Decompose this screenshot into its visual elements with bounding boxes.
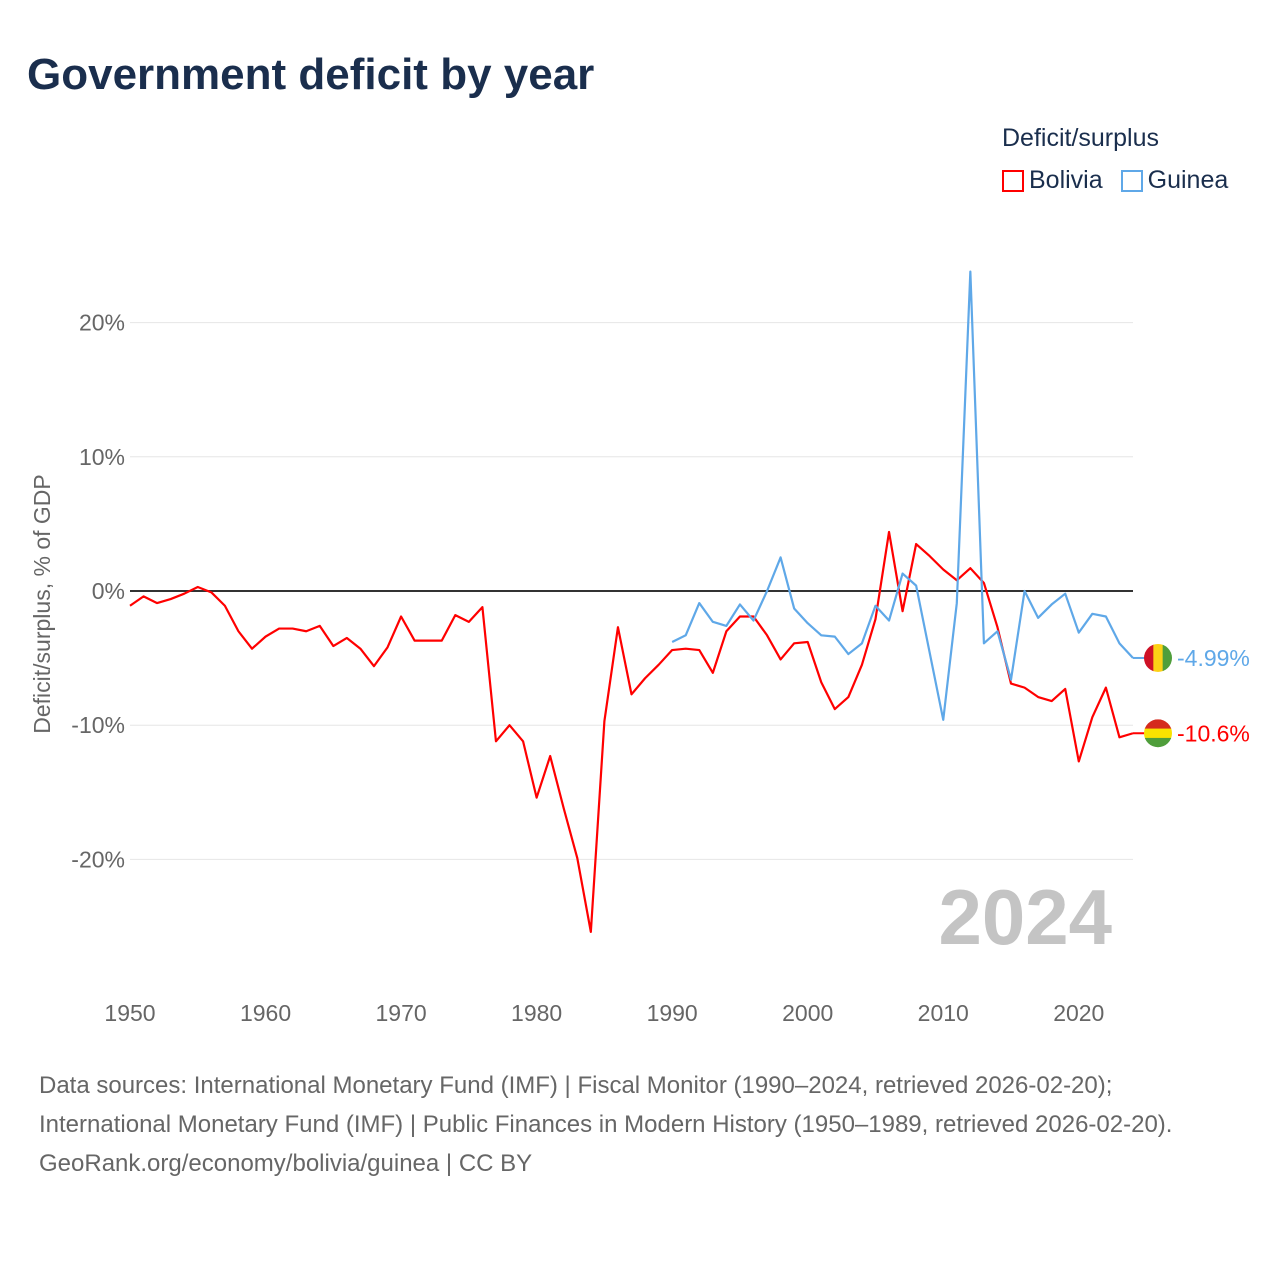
x-tick-label: 1950: [104, 1000, 155, 1026]
credit-link[interactable]: GeoRank.org/economy/bolivia/guinea | CC …: [39, 1150, 533, 1177]
x-tick-label: 1980: [511, 1000, 562, 1026]
series-line-bolivia: [129, 530, 1134, 933]
x-tick-label: 1990: [647, 1000, 698, 1026]
flag-guinea-icon: [1153, 643, 1164, 672]
legend-title: Deficit/surplus: [1002, 124, 1159, 152]
footer: Data sources: International Monetary Fun…: [39, 1066, 1239, 1183]
x-tick-label: 2000: [782, 1000, 833, 1026]
chart-title: Government deficit by year: [27, 50, 595, 99]
data-sources: Data sources: International Monetary Fun…: [39, 1072, 1173, 1138]
y-tick-label: -10%: [71, 712, 125, 738]
flag-bolivia-icon: [1144, 719, 1172, 730]
y-tick-label: 20%: [79, 310, 125, 336]
x-tick-label: 1960: [240, 1000, 291, 1026]
flag-guinea-icon: [1144, 643, 1154, 672]
flag-bolivia-icon: [1144, 728, 1172, 739]
legend-item-bolivia[interactable]: Bolivia: [1002, 166, 1103, 195]
y-tick-label: -20%: [71, 846, 125, 872]
legend-label-guinea: Guinea: [1147, 166, 1229, 194]
legend-swatch-guinea: [1120, 169, 1143, 192]
legend-item-guinea[interactable]: Guinea: [1120, 166, 1229, 195]
flag-guinea-icon: [1162, 643, 1172, 672]
x-tick-label: 1970: [375, 1000, 426, 1026]
line-chart: 20% 10% 0% -10% -20% 1950 1960 1970 1980 1990 2000…: [29, 270, 1250, 1026]
series-line-guinea: [671, 270, 1134, 721]
end-value-label-guinea: -4.99%: [1177, 645, 1250, 671]
x-tick-label: 2020: [1053, 1000, 1104, 1026]
y-axis-label: Deficit/surplus, % of GDP: [29, 474, 55, 733]
legend-swatch-bolivia: [1002, 169, 1024, 192]
flag-bolivia-icon: [1144, 737, 1172, 748]
x-tick-label: 2010: [918, 1000, 969, 1026]
legend-label-bolivia: Bolivia: [1029, 166, 1103, 194]
y-tick-label: 10%: [79, 444, 125, 470]
legend: Bolivia Guinea: [1002, 166, 1228, 195]
end-value-label-bolivia: -10.6%: [1177, 720, 1250, 746]
year-watermark: 2024: [938, 873, 1112, 961]
y-tick-label: 0%: [92, 578, 125, 604]
